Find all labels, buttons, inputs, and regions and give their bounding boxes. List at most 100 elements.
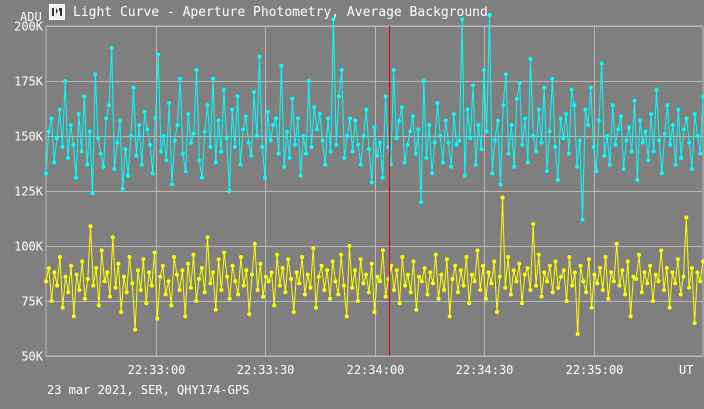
y-axis-label: ADU [20,10,42,24]
data-point [164,158,169,163]
data-point [632,98,637,103]
data-point [487,13,492,17]
data-point [227,189,232,193]
data-point [695,134,700,138]
data-point [427,123,432,127]
data-point [147,270,151,275]
data-point [665,103,670,108]
data-point [640,140,645,145]
data-point [556,285,561,290]
data-point [536,107,541,112]
data-point [668,142,673,147]
data-point [216,257,221,262]
data-point [561,136,566,141]
x-axis-label: UT [679,363,693,377]
data-point [684,215,689,220]
data-point [492,259,497,264]
data-point [191,131,196,136]
data-point [55,283,60,288]
data-point [610,103,615,108]
data-point [536,252,541,257]
data-point [467,301,472,306]
data-point [191,252,196,257]
data-point [678,292,683,297]
data-point [347,244,352,248]
data-point [241,283,246,288]
data-point [649,112,653,116]
data-point [399,105,404,110]
data-point [408,290,413,295]
data-point [483,296,488,301]
data-point [559,274,563,279]
data-point [328,296,332,301]
data-point [503,72,508,77]
y-axis-ticks: 50K 75K 100K 125K 150K 175K 200K [14,20,44,364]
data-point [689,266,694,270]
x-tick-label: 22:34:30 [456,363,514,377]
data-point [71,314,76,319]
data-point [319,263,324,268]
data-point [414,307,419,312]
data-point [690,167,694,171]
data-point [454,142,459,147]
data-point [389,263,394,268]
data-point [673,162,678,167]
data-point [208,281,213,286]
data-point [657,138,662,143]
data-point [621,167,626,171]
data-point [63,274,68,279]
data-point [266,279,271,284]
data-point [545,279,550,284]
data-point [172,255,177,259]
data-point [186,261,190,266]
data-point [99,248,104,253]
data-point [216,118,221,123]
data-point [200,175,204,180]
data-point [572,103,577,108]
data-point [123,147,128,152]
data-point [594,169,599,174]
data-point [116,261,121,266]
data-point [547,129,552,134]
data-point [692,112,697,116]
data-point [383,94,388,99]
data-point [681,274,686,279]
data-point [581,279,586,284]
data-point [503,285,508,290]
data-point [152,250,157,255]
data-point [606,296,611,301]
data-point [180,268,185,273]
data-point [353,118,358,123]
data-point [512,164,517,169]
data-point [417,274,421,279]
data-point [600,288,605,292]
data-point [336,94,341,99]
data-point [255,288,260,292]
data-point [341,283,346,288]
data-point [508,292,513,297]
data-point [654,87,659,92]
data-point [439,272,444,277]
data-point [566,151,571,156]
data-point [465,107,470,112]
data-point [225,274,229,279]
data-point [639,290,644,295]
data-point [618,114,623,119]
data-point [501,103,506,108]
data-point [403,283,408,288]
data-point [230,263,235,268]
data-point [356,142,361,147]
data-point [148,142,152,147]
data-point [495,310,499,314]
data-point [238,162,243,167]
data-point [482,68,486,72]
data-point [227,296,232,301]
data-point [476,123,481,127]
data-point [367,147,371,152]
y-tick-label: 175K [14,75,44,89]
data-point [263,175,267,180]
data-point [325,268,330,273]
data-point [260,145,265,149]
data-point [149,283,154,288]
data-point [413,151,418,156]
